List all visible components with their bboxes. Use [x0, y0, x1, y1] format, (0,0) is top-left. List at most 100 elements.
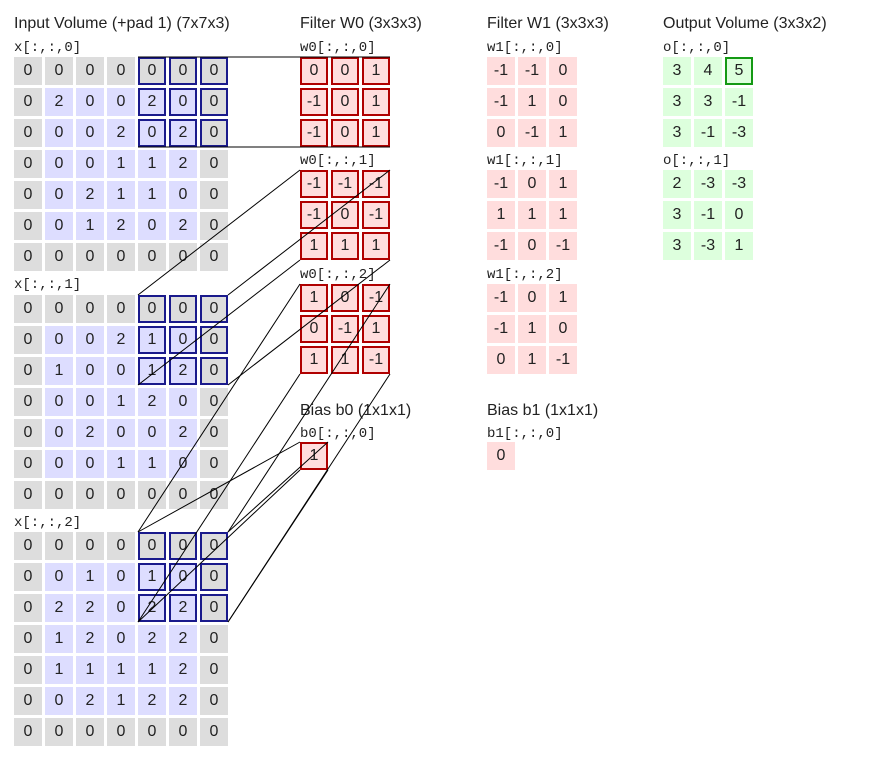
input-cell: 0 [200, 119, 228, 147]
w1-slice-2-label: w1[:,:,2] [487, 267, 563, 283]
output-cell: -1 [694, 201, 722, 229]
w0-cell: 1 [331, 346, 359, 374]
input-cell: 0 [169, 57, 197, 85]
filter-w1-title: Filter W1 (3x3x3) [487, 15, 609, 33]
input-cell: 2 [169, 625, 197, 653]
input-cell: 1 [138, 326, 166, 354]
input-cell: 0 [76, 481, 104, 509]
input-cell: 0 [200, 388, 228, 416]
input-cell: 0 [169, 181, 197, 209]
input-cell: 0 [14, 181, 42, 209]
output-cell: 4 [694, 57, 722, 85]
output-cell: -1 [725, 88, 753, 116]
input-cell: 2 [45, 594, 73, 622]
input-cell: 1 [138, 150, 166, 178]
input-cell: 0 [45, 419, 73, 447]
input-cell: 0 [14, 88, 42, 116]
input-cell: 0 [45, 450, 73, 478]
input-cell: 0 [76, 119, 104, 147]
w0-cell: -1 [362, 170, 390, 198]
input-cell: 0 [169, 532, 197, 560]
output-cell: 1 [725, 232, 753, 260]
input-cell: 2 [169, 656, 197, 684]
w1-cell: 1 [518, 346, 546, 374]
w0-cell: 0 [331, 201, 359, 229]
input-cell: 0 [200, 481, 228, 509]
w1-cell: 0 [518, 170, 546, 198]
input-cell: 2 [169, 150, 197, 178]
input-cell: 0 [200, 718, 228, 746]
input-cell: 2 [107, 326, 135, 354]
input-cell: 0 [76, 326, 104, 354]
input-cell: 0 [76, 450, 104, 478]
input-cell: 0 [107, 57, 135, 85]
w0-cell: 1 [300, 284, 328, 312]
bias-b1-cell: 0 [487, 442, 515, 470]
input-cell: 0 [45, 687, 73, 715]
input-cell: 0 [45, 57, 73, 85]
w0-cell: 1 [300, 346, 328, 374]
input-cell: 1 [107, 388, 135, 416]
input-cell: 0 [45, 563, 73, 591]
input-cell: 0 [169, 388, 197, 416]
output-cell: 3 [663, 88, 691, 116]
input-cell: 0 [45, 295, 73, 323]
input-cell: 0 [107, 419, 135, 447]
input-cell: 0 [107, 295, 135, 323]
input-cell: 0 [45, 212, 73, 240]
input-cell: 0 [169, 563, 197, 591]
input-cell: 1 [138, 656, 166, 684]
input-cell: 1 [76, 656, 104, 684]
w0-cell: -1 [331, 315, 359, 343]
input-cell: 0 [138, 419, 166, 447]
input-cell: 1 [76, 212, 104, 240]
input-cell: 0 [200, 532, 228, 560]
w1-slice-1-label: w1[:,:,1] [487, 153, 563, 169]
input-cell: 0 [45, 388, 73, 416]
input-cell: 1 [138, 181, 166, 209]
output-cell: 3 [663, 119, 691, 147]
w1-cell: -1 [487, 57, 515, 85]
input-cell: 0 [169, 481, 197, 509]
input-cell: 0 [14, 326, 42, 354]
input-cell: 0 [138, 212, 166, 240]
w0-cell: -1 [300, 170, 328, 198]
w0-cell: 1 [362, 315, 390, 343]
input-cell: 1 [107, 656, 135, 684]
input-cell: 1 [138, 357, 166, 385]
w1-cell: 1 [518, 315, 546, 343]
input-cell: 0 [169, 88, 197, 116]
input-cell: 0 [200, 687, 228, 715]
w0-cell: -1 [300, 119, 328, 147]
w1-cell: -1 [518, 57, 546, 85]
input-cell: 0 [45, 532, 73, 560]
input-cell: 0 [107, 718, 135, 746]
output-cell: 0 [725, 201, 753, 229]
input-cell: 0 [200, 450, 228, 478]
input-cell: 2 [107, 212, 135, 240]
input-cell: 0 [45, 243, 73, 271]
input-cell: 0 [138, 243, 166, 271]
input-cell: 2 [169, 119, 197, 147]
input-cell: 0 [76, 718, 104, 746]
input-cell: 1 [107, 450, 135, 478]
input-cell: 0 [76, 388, 104, 416]
w1-slice-0-label: w1[:,:,0] [487, 40, 563, 56]
input-cell: 1 [107, 150, 135, 178]
w1-cell: -1 [518, 119, 546, 147]
input-cell: 0 [76, 532, 104, 560]
input-cell: 1 [45, 656, 73, 684]
w1-cell: 0 [518, 232, 546, 260]
input-cell: 2 [76, 419, 104, 447]
filter-w0-title: Filter W0 (3x3x3) [300, 15, 422, 33]
w1-cell: 1 [549, 119, 577, 147]
input-cell: 0 [200, 563, 228, 591]
w0-cell: 1 [300, 232, 328, 260]
input-cell: 0 [107, 357, 135, 385]
input-cell: 0 [14, 450, 42, 478]
input-cell: 0 [76, 357, 104, 385]
input-cell: 0 [45, 119, 73, 147]
input-cell: 0 [200, 295, 228, 323]
input-cell: 1 [45, 625, 73, 653]
input-cell: 0 [14, 563, 42, 591]
